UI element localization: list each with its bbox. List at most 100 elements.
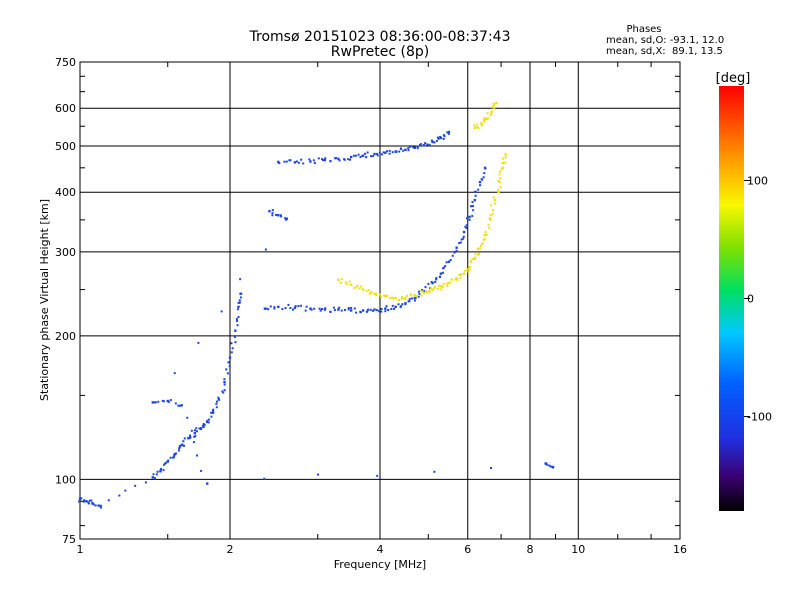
data-point xyxy=(289,306,292,309)
data-point xyxy=(477,126,480,129)
data-point xyxy=(201,424,204,427)
data-point xyxy=(382,294,385,297)
data-point xyxy=(329,310,332,313)
data-point xyxy=(477,188,480,191)
data-point xyxy=(380,310,383,313)
data-point xyxy=(442,137,445,140)
data-point xyxy=(318,307,321,310)
data-point xyxy=(545,463,548,466)
data-point xyxy=(467,270,470,273)
data-point xyxy=(83,499,86,502)
data-point xyxy=(480,244,483,247)
data-point xyxy=(349,155,353,159)
data-point xyxy=(85,500,88,503)
data-point xyxy=(308,158,311,161)
data-point xyxy=(462,272,466,275)
data-point xyxy=(197,341,200,344)
data-point xyxy=(280,215,283,218)
data-point xyxy=(107,499,110,502)
data-point xyxy=(99,506,102,509)
data-point xyxy=(389,296,392,299)
data-point xyxy=(194,435,197,438)
data-point xyxy=(339,281,342,284)
data-point xyxy=(388,152,391,155)
data-point xyxy=(414,296,417,299)
data-point xyxy=(436,136,439,139)
data-point xyxy=(483,172,486,175)
data-point xyxy=(424,142,427,145)
data-point xyxy=(380,153,383,156)
data-point xyxy=(300,304,303,307)
data-point xyxy=(154,401,157,404)
data-point xyxy=(355,286,358,289)
data-point xyxy=(199,427,203,430)
data-point xyxy=(349,283,353,286)
data-point xyxy=(88,502,91,505)
data-point xyxy=(391,151,394,154)
data-point xyxy=(340,278,343,281)
data-point xyxy=(401,303,404,306)
data-point xyxy=(162,469,165,472)
y-tick-label: 500 xyxy=(55,140,76,153)
data-point xyxy=(449,259,452,262)
data-point xyxy=(482,119,485,122)
y-tick-label: 750 xyxy=(55,56,76,69)
data-point xyxy=(317,473,320,476)
colorbar-tick-label: 0 xyxy=(747,293,754,306)
data-point xyxy=(88,499,91,502)
data-point xyxy=(501,157,504,160)
data-point xyxy=(478,252,481,255)
data-point xyxy=(313,307,316,310)
data-point xyxy=(82,500,85,503)
data-point xyxy=(237,302,240,305)
data-point xyxy=(407,147,410,150)
data-point xyxy=(490,112,493,115)
data-point xyxy=(223,389,226,392)
data-point xyxy=(264,248,267,251)
data-point xyxy=(462,237,465,240)
phase-stats-title: Phases xyxy=(626,24,661,35)
data-point xyxy=(482,117,485,120)
data-point xyxy=(215,400,218,403)
data-point xyxy=(237,316,240,319)
data-point xyxy=(192,441,195,444)
data-point xyxy=(422,290,426,293)
data-point xyxy=(433,285,436,288)
x-tick-label: 1 xyxy=(77,543,84,556)
data-point xyxy=(167,400,170,403)
data-point xyxy=(428,291,431,294)
data-point xyxy=(424,286,427,289)
data-point xyxy=(375,152,378,155)
data-point xyxy=(367,289,370,292)
data-point xyxy=(407,149,410,152)
data-point xyxy=(446,282,449,285)
data-point xyxy=(375,292,378,295)
data-point xyxy=(369,308,372,311)
data-point xyxy=(398,150,401,153)
data-point xyxy=(458,273,461,276)
data-point xyxy=(161,399,164,402)
data-point xyxy=(347,308,350,311)
data-point xyxy=(462,230,466,234)
data-point xyxy=(473,126,477,130)
data-point xyxy=(353,307,356,310)
data-point xyxy=(483,166,487,170)
data-point xyxy=(394,296,397,300)
data-point xyxy=(171,456,174,459)
data-point xyxy=(481,178,484,181)
data-point xyxy=(413,299,416,302)
data-point xyxy=(420,294,423,297)
data-point xyxy=(155,473,158,476)
data-point xyxy=(488,217,492,220)
data-point xyxy=(408,298,411,301)
data-point xyxy=(182,440,185,443)
y-tick-label: 300 xyxy=(55,246,76,259)
data-point xyxy=(497,188,500,191)
data-point xyxy=(373,308,376,311)
data-point xyxy=(488,227,491,230)
data-point xyxy=(459,241,462,244)
x-tick-label: 10 xyxy=(571,543,585,556)
data-point xyxy=(382,151,385,154)
data-point xyxy=(173,452,177,456)
data-point xyxy=(394,305,397,309)
